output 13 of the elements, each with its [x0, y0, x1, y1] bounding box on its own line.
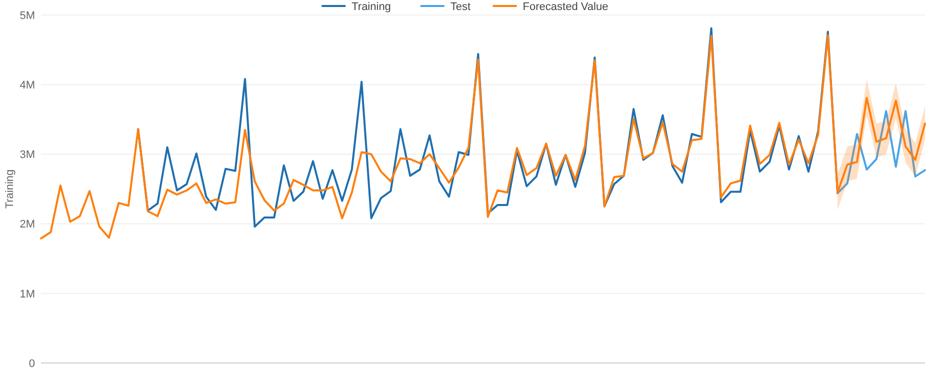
- legend-label: Test: [450, 0, 471, 13]
- line-series: [40, 34, 926, 240]
- legend-label: Training: [352, 0, 391, 13]
- y-tick-label: 0: [28, 358, 35, 368]
- y-tick-label: 4M: [20, 79, 35, 92]
- y-tick-label: 5M: [20, 10, 35, 22]
- legend-label: Forecasted Value: [522, 0, 608, 13]
- y-tick-label: 1M: [20, 288, 35, 300]
- line-series: [137, 27, 839, 228]
- line-series: [836, 110, 926, 194]
- y-axis-title: Training: [4, 169, 16, 209]
- y-tick-label: 2M: [20, 218, 35, 231]
- y-tick-label: 3M: [20, 149, 35, 162]
